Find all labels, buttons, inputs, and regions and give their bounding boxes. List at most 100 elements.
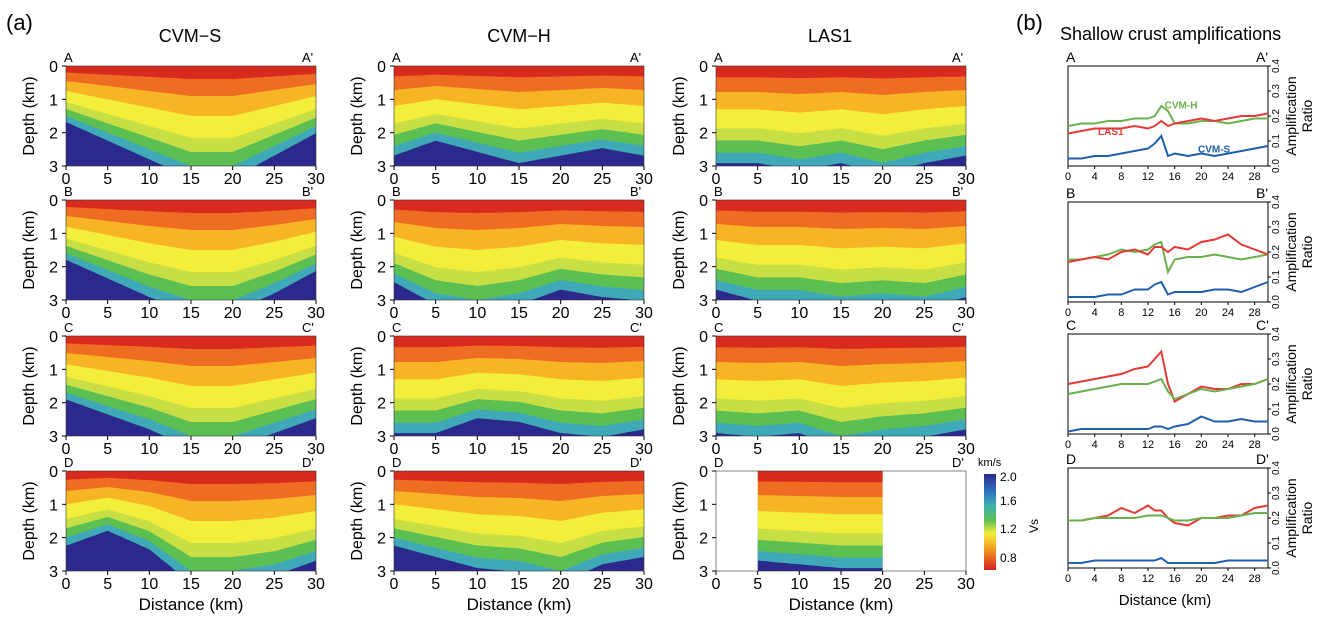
profile-end-label: A' [630,50,641,65]
distance-tick-label: 15 [182,171,200,188]
model-title-cvm-h: CVM−H [487,26,551,46]
depth-tick-label: 1 [699,362,708,379]
depth-tick-label: 3 [699,159,708,176]
amp-axis-label: Amplification [1283,212,1299,291]
amp-line-cvm-h [1068,240,1269,275]
amp-x-tick-label: 0 [1065,573,1071,585]
depth-tick-label: 0 [699,193,708,210]
profile-end-label: D' [952,455,964,470]
depth-axis-label: Depth (km) [671,210,688,289]
vs-section: B B' 0 1 2 3 Depth (km) 0 5 10 15 20 25 30 [349,184,653,322]
distance-tick-label: 30 [307,441,325,458]
depth-tick-label: 3 [699,293,708,310]
colorbar-tick: 2.0 [1000,470,1017,484]
distance-tick-label: 25 [265,171,283,188]
distance-tick-label: 0 [712,171,721,188]
distance-tick-label: 20 [874,305,892,322]
distance-tick-label: 20 [874,171,892,188]
amp-x-tick-label: 12 [1142,171,1154,183]
amp-x-tick-label: 16 [1169,439,1181,451]
amp-x-tick-label: 8 [1118,171,1124,183]
vs-section: A A' 0 1 2 3 Depth (km) 0 5 10 15 20 25 30 [349,50,653,188]
amp-x-tick-label: 0 [1065,307,1071,319]
depth-tick-label: 0 [377,464,386,481]
amp-x-tick-label: 4 [1092,171,1098,183]
profile-end-label: B' [952,184,963,199]
amp-tick-label: 0.2 [1271,245,1282,259]
amp-line-las1 [1067,233,1269,263]
depth-axis-label: Depth (km) [21,210,38,289]
amp-tick-label: 0.3 [1271,220,1282,234]
distance-tick-label: 25 [593,441,611,458]
amp-x-tick-label: 12 [1142,573,1154,585]
amp-tick-label: 0.1 [1271,402,1282,416]
vs-section: D D' 0 1 2 3 Depth (km) 0 5 10 15 20 25 30 Distance (k… [21,455,325,614]
distance-tick-label: 15 [510,305,528,322]
colorbar-ramp [984,474,996,570]
depth-tick-label: 1 [49,92,58,109]
colorbar: km/s 2.0 1.6 1.2 0.8 Vs [978,457,1041,570]
amp-x-tick-label: 24 [1222,573,1234,585]
distance-tick-label: 15 [182,305,200,322]
distance-tick-label: 0 [390,576,399,593]
depth-tick-label: 2 [377,126,386,143]
vs-section: A A' 0 1 2 3 Depth (km) 0 5 10 15 20 25 30 [671,50,975,188]
velocity-layer [66,200,316,213]
distance-tick-label: 10 [140,576,158,593]
distance-tick-label: 20 [874,576,892,593]
distance-tick-label: 10 [790,305,808,322]
depth-tick-label: 0 [377,193,386,210]
distance-tick-label: 25 [265,441,283,458]
amp-x-tick-label: 28 [1249,307,1261,319]
depth-tick-label: 3 [377,293,386,310]
depth-tick-label: 0 [699,59,708,76]
distance-axis-label: Distance (km) [139,595,244,614]
distance-tick-label: 20 [552,171,570,188]
amp-x-tick-label: 0 [1065,171,1071,183]
amp-x-tick-label: 20 [1195,439,1207,451]
velocity-layer [716,336,966,349]
velocity-layer [394,200,644,213]
profile-start-label: C [392,320,401,335]
depth-axis-label: Depth (km) [21,76,38,155]
distance-tick-label: 15 [510,441,528,458]
profile-end-label: A' [1256,49,1268,65]
amp-line-las1 [1068,504,1269,527]
amp-frame [1067,65,1269,167]
distance-tick-label: 20 [224,305,242,322]
amp-x-tick-label: 16 [1169,573,1181,585]
vs-section: B B' 0 1 2 3 Depth (km) 0 5 10 15 20 25 30 [21,184,325,322]
distance-tick-label: 5 [753,441,762,458]
colorbar-label: Vs [1027,519,1041,533]
distance-tick-label: 10 [468,305,486,322]
distance-axis-label: Distance (km) [789,595,894,614]
profile-start-label: B [392,184,401,199]
amp-tick-label: 0.4 [1271,461,1282,475]
profile-start-label: D [64,455,73,470]
distance-tick-label: 30 [635,576,653,593]
amp-tick-label: 0.2 [1271,377,1282,391]
amp-x-axis-label: Distance (km) [1119,592,1212,609]
amp-x-tick-label: 24 [1222,307,1234,319]
distance-tick-label: 10 [140,441,158,458]
depth-axis-label: Depth (km) [349,76,366,155]
distance-tick-label: 20 [552,441,570,458]
depth-tick-label: 2 [49,531,58,548]
profile-start-label: A [714,50,723,65]
depth-tick-label: 3 [699,564,708,581]
profile-end-label: D' [302,455,314,470]
profile-start-label: C [64,320,73,335]
depth-tick-label: 3 [377,159,386,176]
distance-tick-label: 15 [510,576,528,593]
profile-start-label: A [1066,49,1076,65]
profile-start-label: C [1066,317,1076,333]
distance-tick-label: 30 [635,171,653,188]
amp-axis-label: Amplification [1283,478,1299,557]
distance-tick-label: 30 [307,305,325,322]
amp-x-tick-label: 24 [1222,439,1234,451]
amp-tick-label: 0.3 [1271,84,1282,98]
depth-tick-label: 0 [49,59,58,76]
distance-tick-label: 30 [957,305,975,322]
amp-x-tick-label: 28 [1249,439,1261,451]
